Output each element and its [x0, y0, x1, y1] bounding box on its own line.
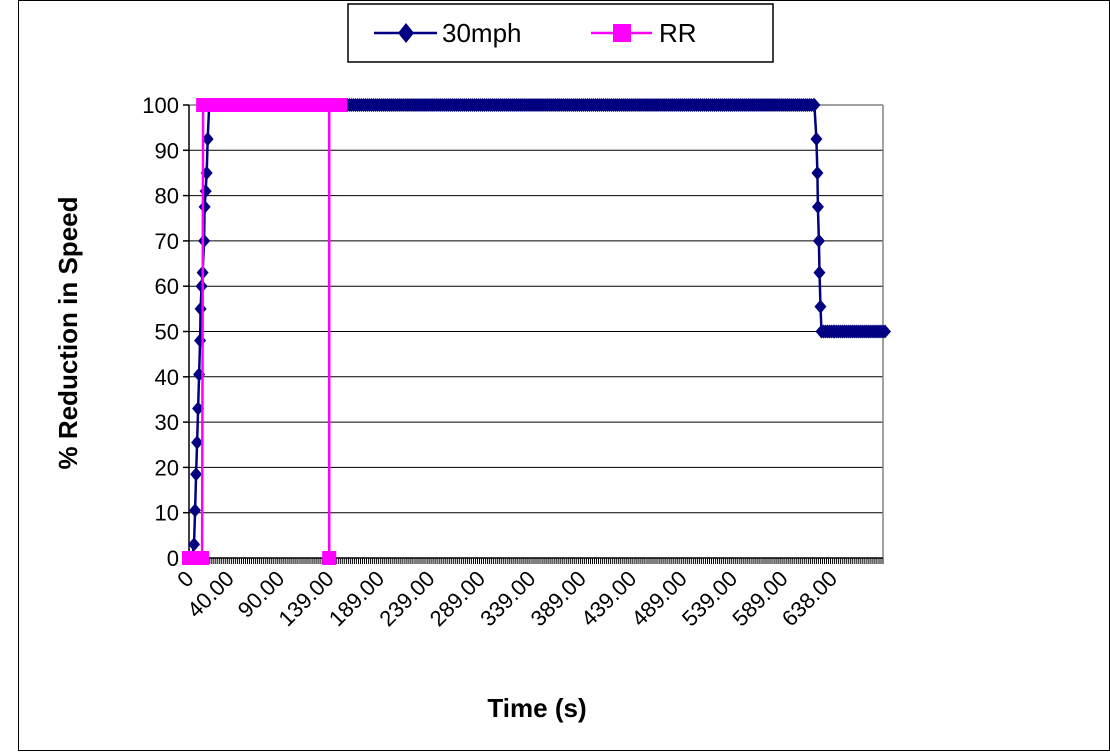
- point-30mph-12: [198, 199, 211, 214]
- y-axis-title: % Reduction in Speed: [53, 196, 83, 469]
- point-30mph-34: [812, 233, 825, 248]
- x-axis-title: Time (s): [487, 693, 586, 723]
- point-30mph-31: [810, 131, 823, 146]
- point-30mph-4: [191, 435, 204, 450]
- x-tick-label-6: 289.00: [425, 566, 490, 631]
- x-minor-ticks: [188, 558, 884, 564]
- x-tick-label-4: 189.00: [324, 566, 389, 631]
- point-30mph-357: [877, 324, 889, 339]
- point-RR-13: [322, 551, 337, 565]
- y-tick-label-8: 80: [155, 184, 179, 209]
- legend-label-30mph: 30mph: [442, 18, 522, 48]
- series-RR: [182, 98, 348, 565]
- y-tick-label-10: 100: [142, 93, 179, 118]
- point-30mph-33: [811, 199, 824, 214]
- point-30mph-11: [198, 233, 211, 248]
- x-tick-label-10: 489.00: [627, 566, 692, 631]
- x-tick-label-11: 539.00: [677, 566, 742, 631]
- x-tick-label-7: 339.00: [475, 566, 540, 631]
- point-30mph-8: [194, 301, 207, 316]
- point-30mph-329: [807, 98, 820, 112]
- y-axis-ticks: 0 10 20 30 40 50 60 70 80 90 100: [142, 93, 189, 571]
- x-tick-label-3: 139.00: [273, 566, 338, 631]
- point-30mph-32: [811, 165, 824, 180]
- x-tick-label-5: 239.00: [374, 566, 439, 631]
- legend-marker-rr: [613, 24, 631, 42]
- x-tick-label-1: 40.00: [182, 566, 239, 623]
- x-tick-label-13: 638.00: [777, 566, 842, 631]
- x-tick-label-8: 389.00: [526, 566, 591, 631]
- x-axis-ticks: 040.0090.00139.00189.00239.00289.00339.0…: [172, 558, 884, 631]
- x-tick-label-0: 0: [172, 566, 198, 592]
- y-tick-label-9: 90: [155, 138, 179, 163]
- y-tick-label-6: 60: [155, 274, 179, 299]
- point-RR-17: [186, 551, 201, 565]
- point-30mph-1: [188, 537, 201, 552]
- chart-area: 0 10 20 30 40 50 60 70 80 90 100 0 40.00 90.00 139.00…: [18, 0, 1110, 751]
- grid-lines: [189, 104, 883, 559]
- point-30mph-7: [194, 333, 207, 348]
- y-tick-label-5: 50: [155, 320, 179, 345]
- y-tick-label-2: 20: [155, 455, 179, 480]
- legend: 30mph RR: [347, 3, 774, 63]
- point-30mph-2: [189, 503, 202, 518]
- legend-marker-30mph: [398, 23, 414, 43]
- x-tick-label-9: 439.00: [576, 566, 641, 631]
- point-30mph-35: [813, 265, 826, 280]
- point-30mph-36: [814, 299, 827, 314]
- y-tick-label-4: 40: [155, 365, 179, 390]
- point-30mph-15: [201, 131, 214, 146]
- y-tick-label-1: 10: [155, 501, 179, 526]
- y-tick-label-7: 70: [155, 229, 179, 254]
- point-30mph-3: [190, 467, 203, 482]
- y-tick-label-0: 0: [167, 546, 179, 571]
- y-tick-label-3: 30: [155, 410, 179, 435]
- legend-label-rr: RR: [659, 18, 697, 48]
- point-RR-78: [332, 98, 347, 112]
- x-tick-label-12: 589.00: [727, 566, 792, 631]
- point-30mph-5: [192, 401, 205, 416]
- series-layer: [182, 98, 892, 565]
